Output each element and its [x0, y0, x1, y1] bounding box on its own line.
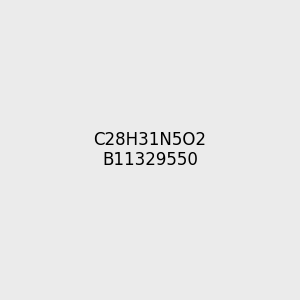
Text: C28H31N5O2
B11329550: C28H31N5O2 B11329550	[94, 130, 206, 170]
